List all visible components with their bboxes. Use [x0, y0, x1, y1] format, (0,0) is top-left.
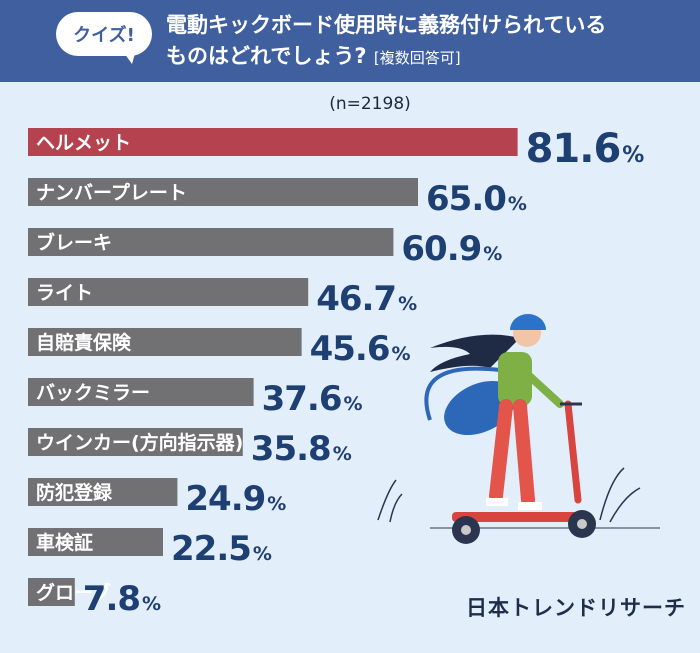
bar-label-9: グローブ: [36, 581, 111, 604]
bar-label-2: ブレーキ: [36, 231, 112, 254]
bar-label-5: バックミラー: [36, 382, 150, 404]
bar-6: [28, 428, 243, 456]
bar-7: [28, 478, 178, 506]
bar-value-9: 7.8%: [83, 579, 161, 619]
title-line-2-text: ものはどれでしょう?: [166, 44, 367, 68]
bar-9: [28, 578, 75, 606]
title-line-2: ものはどれでしょう? [複数回答可]: [166, 41, 686, 74]
bar-value-5: 37.6%: [262, 379, 363, 419]
bar-unit-1: %: [508, 193, 527, 215]
bar-unit-0: %: [622, 143, 644, 168]
bar-value-3: 46.7%: [316, 279, 417, 319]
bar-value-2: 60.9%: [401, 229, 502, 269]
bar-unit-7: %: [267, 493, 286, 515]
bar-4: [28, 328, 302, 356]
quiz-badge: クイズ!: [56, 12, 152, 56]
bar-2: [28, 228, 394, 256]
bar-unit-4: %: [391, 343, 410, 365]
title-note: [複数回答可]: [373, 49, 461, 67]
bar-3: [28, 278, 309, 306]
bar-label-3: ライト: [36, 282, 93, 304]
bar-0: [28, 128, 518, 156]
quiz-badge-tail: [122, 50, 136, 64]
bar-unit-6: %: [333, 443, 352, 465]
bar-value-7: 24.9%: [185, 479, 286, 519]
bar-label-4: 自賠責保険: [36, 331, 132, 354]
bar-unit-5: %: [343, 393, 362, 415]
bar-value-1: 65.0%: [426, 179, 527, 219]
bar-value-4: 45.6%: [310, 329, 411, 369]
bars-group: ヘルメット 81.6% ナンバープレート 65.0 % ブレーキ 60.9 % ライト 46.7%…: [28, 126, 645, 619]
bar-unit-9: %: [142, 593, 161, 615]
bar-unit-8: %: [253, 543, 272, 565]
brand-logo-text: 日本トレンドリサーチ: [466, 596, 686, 620]
bar-value-8: 22.5%: [171, 529, 272, 569]
bar-label-0: ヘルメット: [36, 132, 131, 154]
header-banner: クイズ! 電動キックボード使用時に義務付けられている ものはどれでしょう? [複…: [0, 0, 700, 82]
bar-unit-3: %: [398, 293, 417, 315]
bar-label-6: ウインカー(方向指示器): [36, 431, 243, 454]
bar-value-6: 35.8%: [251, 429, 352, 469]
bar-label-1: ナンバープレート: [36, 181, 187, 204]
bar-1: [28, 178, 418, 206]
bar-value-0: 81.6%: [526, 126, 645, 172]
title-line-1: 電動キックボード使用時に義務付けられている: [166, 13, 607, 37]
bar-8: [28, 528, 163, 556]
bar-5: [28, 378, 254, 406]
bar-label-7: 防犯登録: [36, 481, 113, 504]
scooter-rider-illustration: [377, 314, 660, 544]
bar-unit-2: %: [483, 243, 502, 265]
bar-label-8: 車検証: [36, 531, 93, 554]
sample-size: (n=2198): [329, 94, 411, 114]
page-title: 電動キックボード使用時に義務付けられている ものはどれでしょう? [複数回答可]: [166, 10, 686, 74]
